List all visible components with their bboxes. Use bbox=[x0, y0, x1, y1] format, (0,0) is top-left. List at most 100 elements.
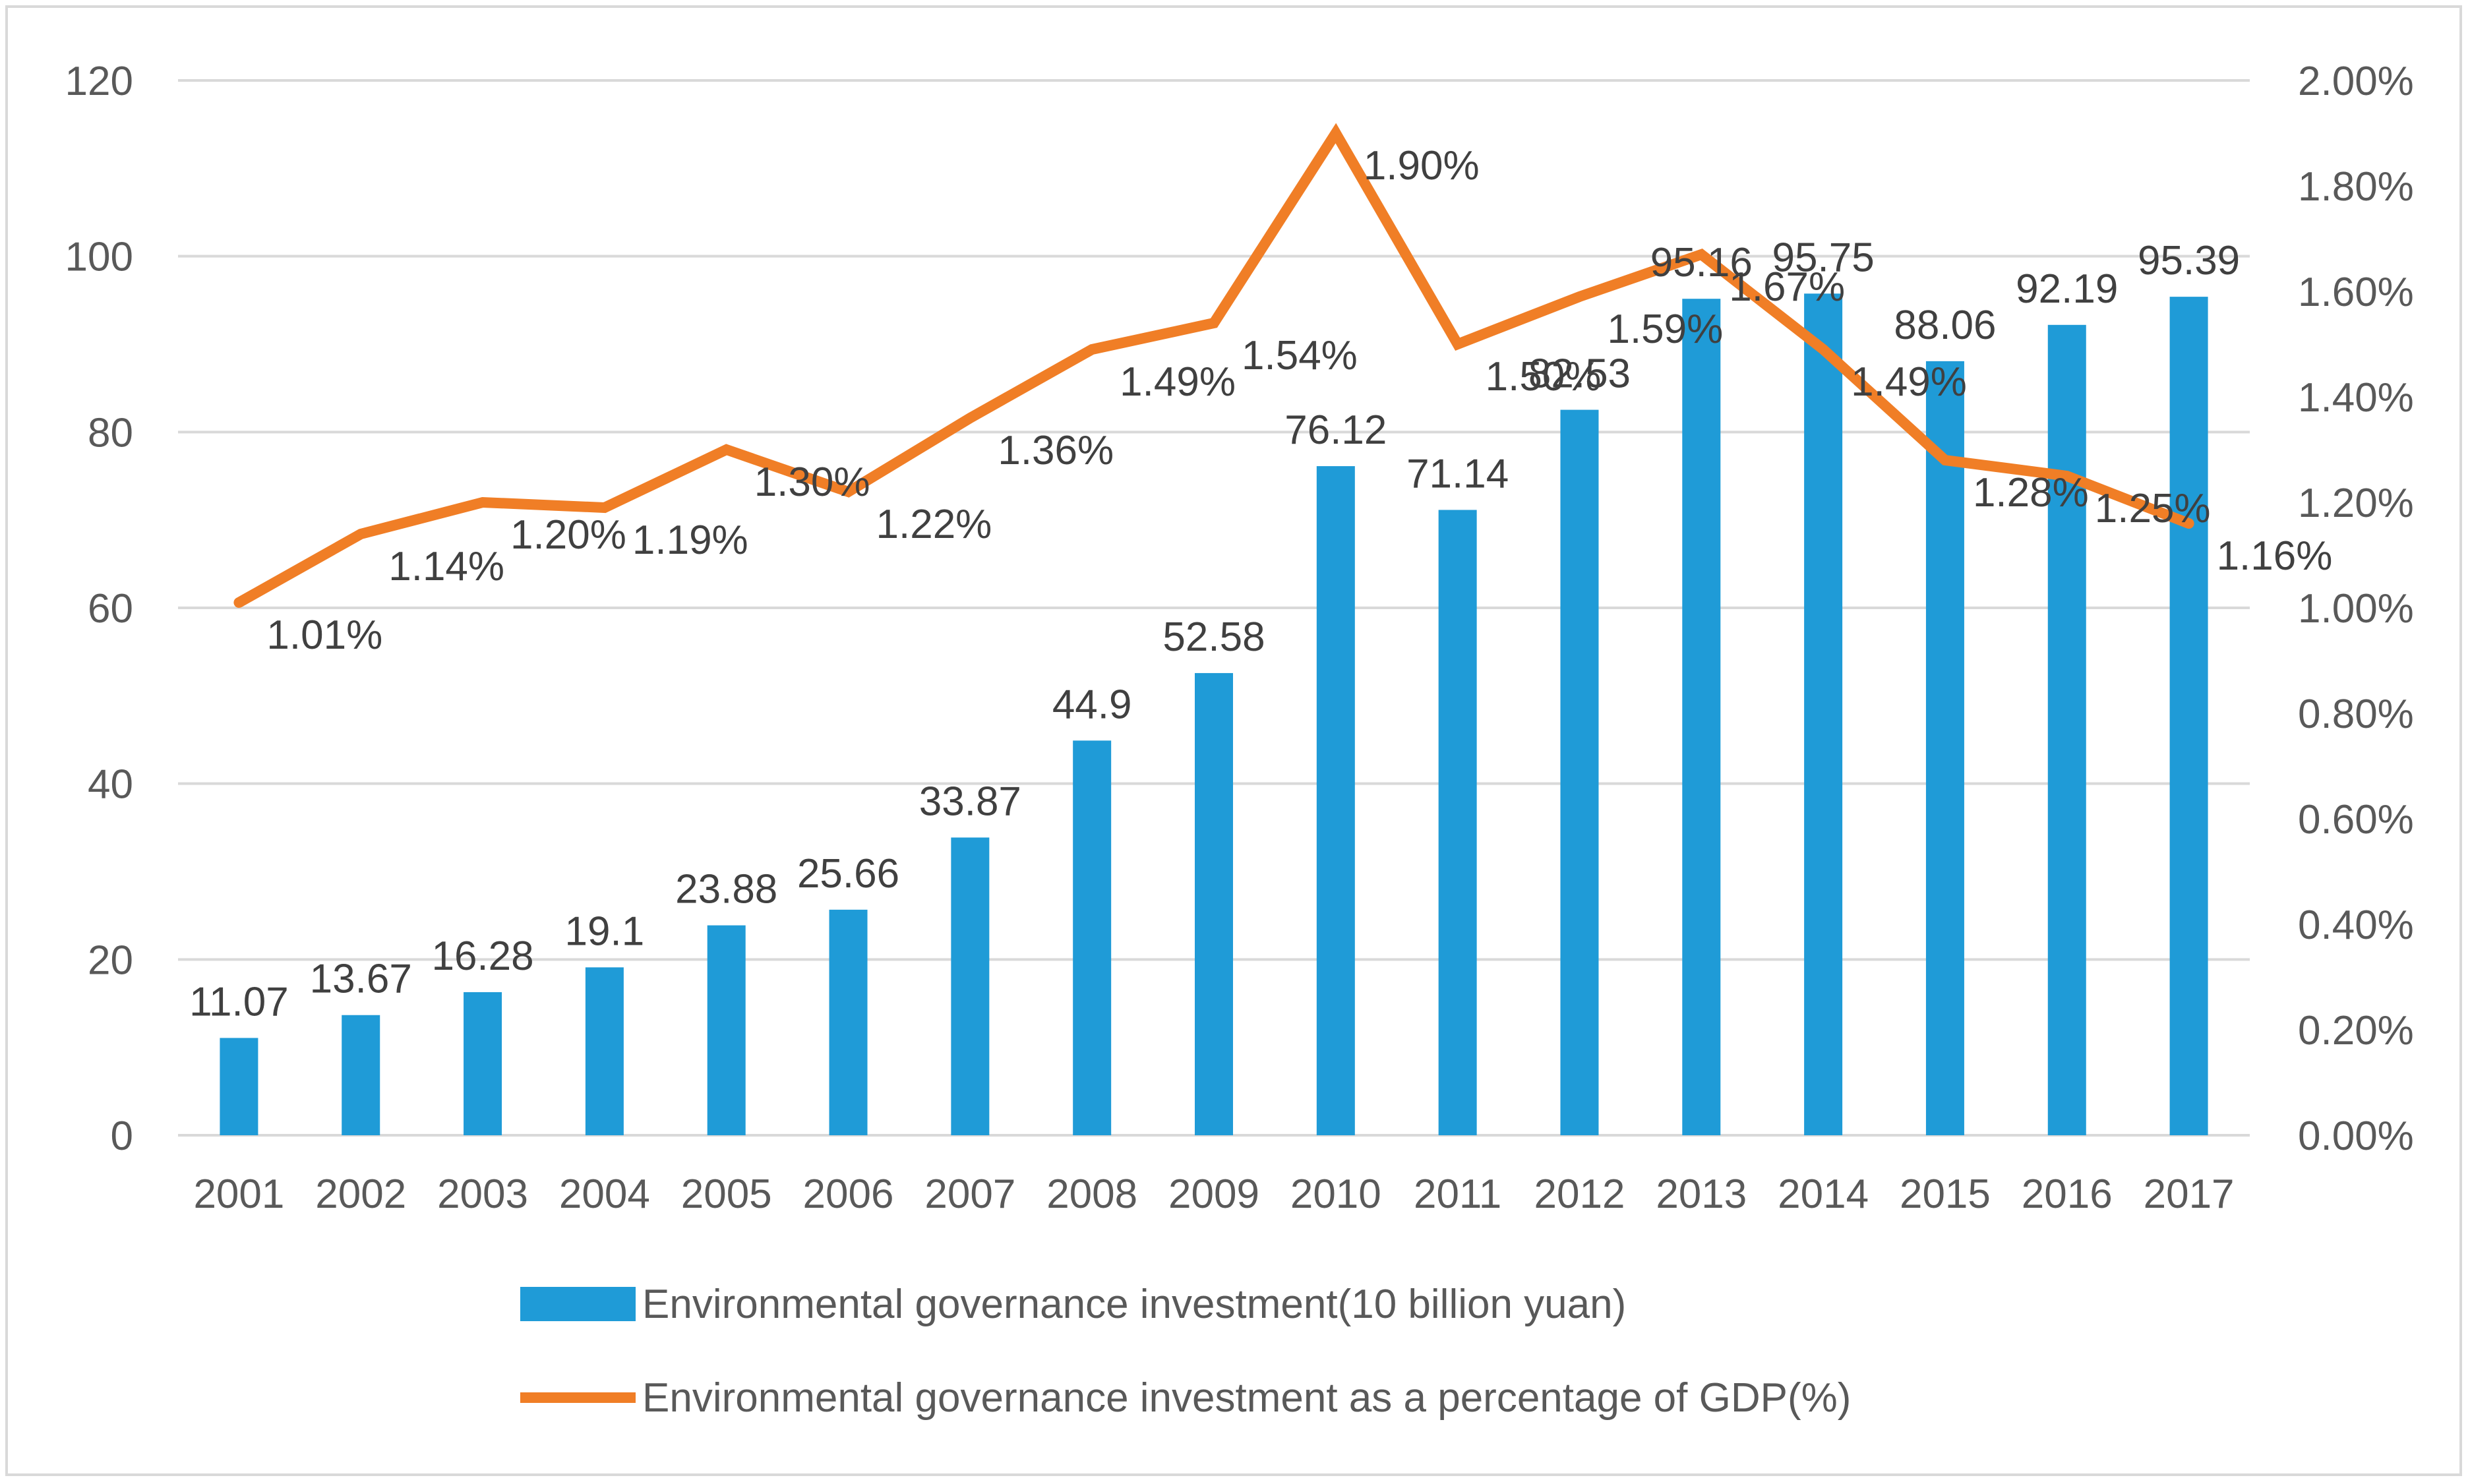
y-left-tick-label: 40 bbox=[88, 762, 133, 808]
y-right-tick-label: 0.20% bbox=[2298, 1008, 2414, 1054]
x-tick-label: 2011 bbox=[1414, 1172, 1501, 1217]
line-point bbox=[1333, 131, 1338, 135]
y-right-tick-label: 1.60% bbox=[2298, 270, 2414, 315]
line-data-label: 1.90% bbox=[1364, 143, 1480, 189]
x-tick-label: 2001 bbox=[193, 1172, 284, 1217]
x-tick-label: 2007 bbox=[924, 1172, 1015, 1217]
line-data-label: 1.01% bbox=[266, 612, 382, 658]
y-right-tick-label: 1.20% bbox=[2298, 481, 2414, 526]
bar-data-label: 95.39 bbox=[2138, 238, 2240, 283]
bar-data-label: 92.19 bbox=[2016, 266, 2118, 312]
line-data-label: 1.20% bbox=[510, 512, 626, 558]
line-point bbox=[1577, 295, 1582, 299]
bar bbox=[2047, 324, 2086, 1135]
right-y-axis: 0.00% 0.20% 0.40% 0.60% 0.80% 1.00% 1.20% 1.40%… bbox=[2298, 59, 2414, 1159]
line-data-label: 1.59% bbox=[1607, 307, 1723, 352]
x-tick-label: 2015 bbox=[1900, 1172, 1991, 1217]
line-point bbox=[237, 601, 241, 605]
legend-line-label: Environmental governance investment as a… bbox=[642, 1375, 1851, 1421]
line-data-label: 1.50% bbox=[1486, 354, 1602, 400]
line-point bbox=[1699, 252, 1704, 256]
bar bbox=[829, 909, 868, 1135]
x-tick-label: 2008 bbox=[1046, 1172, 1137, 1217]
line-data-label: 1.19% bbox=[632, 518, 748, 563]
line-data-label: 1.54% bbox=[1242, 333, 1358, 378]
chart-frame: 11.07 13.67 16.28 19.1 23.88 25.66 33.87 44.9 52… bbox=[5, 5, 2462, 1476]
bar bbox=[220, 1038, 258, 1135]
line-point bbox=[481, 500, 485, 504]
bar bbox=[707, 925, 746, 1135]
y-left-tick-label: 100 bbox=[65, 235, 133, 280]
line-point bbox=[846, 490, 851, 494]
line-data-label: 1.25% bbox=[2095, 486, 2211, 531]
x-tick-label: 2006 bbox=[803, 1172, 894, 1217]
bar bbox=[1925, 361, 1964, 1135]
y-right-tick-label: 1.00% bbox=[2298, 586, 2414, 632]
y-left-tick-label: 80 bbox=[88, 410, 133, 456]
bar bbox=[1560, 409, 1599, 1135]
y-right-tick-label: 1.40% bbox=[2298, 375, 2414, 421]
y-left-tick-label: 60 bbox=[88, 586, 133, 632]
line-point bbox=[724, 448, 729, 452]
line-point bbox=[602, 506, 607, 510]
x-tick-label: 2005 bbox=[681, 1172, 772, 1217]
line-point bbox=[1943, 458, 1947, 462]
bar-data-label: 16.28 bbox=[431, 934, 533, 979]
line-data-label: 1.36% bbox=[998, 428, 1114, 473]
bar-data-label: 95.16 bbox=[1650, 240, 1753, 285]
y-right-tick-label: 0.60% bbox=[2298, 797, 2414, 843]
bar-series bbox=[220, 293, 2208, 1136]
line-data-label: 1.28% bbox=[1973, 470, 2089, 516]
line-point bbox=[1090, 347, 1095, 351]
bar-data-label: 44.9 bbox=[1052, 682, 1132, 727]
y-right-tick-label: 1.80% bbox=[2298, 164, 2414, 210]
bar-data-label: 19.1 bbox=[565, 908, 645, 954]
combo-chart: 11.07 13.67 16.28 19.1 23.88 25.66 33.87 44.9 52… bbox=[65, 59, 2414, 1421]
legend-bar-swatch bbox=[520, 1287, 636, 1321]
x-tick-label: 2016 bbox=[2022, 1172, 2113, 1217]
line-point bbox=[2064, 474, 2069, 478]
x-tick-label: 2014 bbox=[1778, 1172, 1869, 1217]
bar-data-label: 13.67 bbox=[310, 957, 412, 1002]
bar bbox=[1438, 510, 1477, 1135]
bar-data-labels: 11.07 13.67 16.28 19.1 23.88 25.66 33.87 44.9 52… bbox=[189, 235, 2240, 1024]
line-point bbox=[1821, 347, 1826, 351]
bar-data-label: 82.53 bbox=[1528, 351, 1631, 397]
bar-data-label: 23.88 bbox=[675, 867, 777, 912]
bar bbox=[2169, 297, 2208, 1136]
bar bbox=[464, 992, 502, 1135]
y-right-tick-label: 0.80% bbox=[2298, 692, 2414, 737]
x-tick-label: 2012 bbox=[1534, 1172, 1625, 1217]
bar-data-label: 76.12 bbox=[1284, 407, 1387, 453]
line-data-label: 1.22% bbox=[876, 502, 992, 547]
bar bbox=[1804, 293, 1843, 1135]
legend: Environmental governance investment(10 b… bbox=[520, 1282, 1851, 1421]
left-y-axis: 0 20 40 60 80 100 120 bbox=[65, 59, 133, 1159]
line-data-labels: 1.01%1.14%1.20% 1.19%1.30%1.22%1.36%1.49%… bbox=[266, 143, 2332, 658]
bar-data-label: 52.58 bbox=[1162, 614, 1265, 660]
line-point bbox=[1212, 321, 1216, 325]
x-tick-label: 2003 bbox=[437, 1172, 528, 1217]
bar bbox=[951, 837, 990, 1135]
bar-data-label: 95.75 bbox=[1772, 235, 1875, 280]
line-data-label: 1.30% bbox=[754, 460, 870, 505]
y-left-tick-label: 0 bbox=[111, 1113, 133, 1159]
y-right-tick-label: 0.00% bbox=[2298, 1113, 2414, 1159]
bar bbox=[585, 967, 624, 1135]
line-data-label: 1.49% bbox=[1120, 359, 1236, 405]
x-tick-label: 2002 bbox=[315, 1172, 406, 1217]
line-point bbox=[1455, 342, 1460, 346]
legend-bar-label: Environmental governance investment(10 b… bbox=[642, 1282, 1626, 1327]
bar-data-label: 25.66 bbox=[797, 851, 899, 897]
bar bbox=[1316, 466, 1355, 1135]
x-tick-label: 2013 bbox=[1656, 1172, 1747, 1217]
line-series bbox=[233, 123, 2194, 608]
bar-data-label: 88.06 bbox=[1894, 303, 1996, 348]
x-tick-label: 2010 bbox=[1290, 1172, 1381, 1217]
line-point bbox=[2186, 521, 2191, 525]
bar bbox=[1682, 299, 1721, 1136]
bar-data-label: 33.87 bbox=[919, 779, 1021, 824]
bar bbox=[1195, 672, 1233, 1135]
line-data-label: 1.14% bbox=[388, 544, 504, 589]
y-right-tick-label: 2.00% bbox=[2298, 59, 2414, 104]
